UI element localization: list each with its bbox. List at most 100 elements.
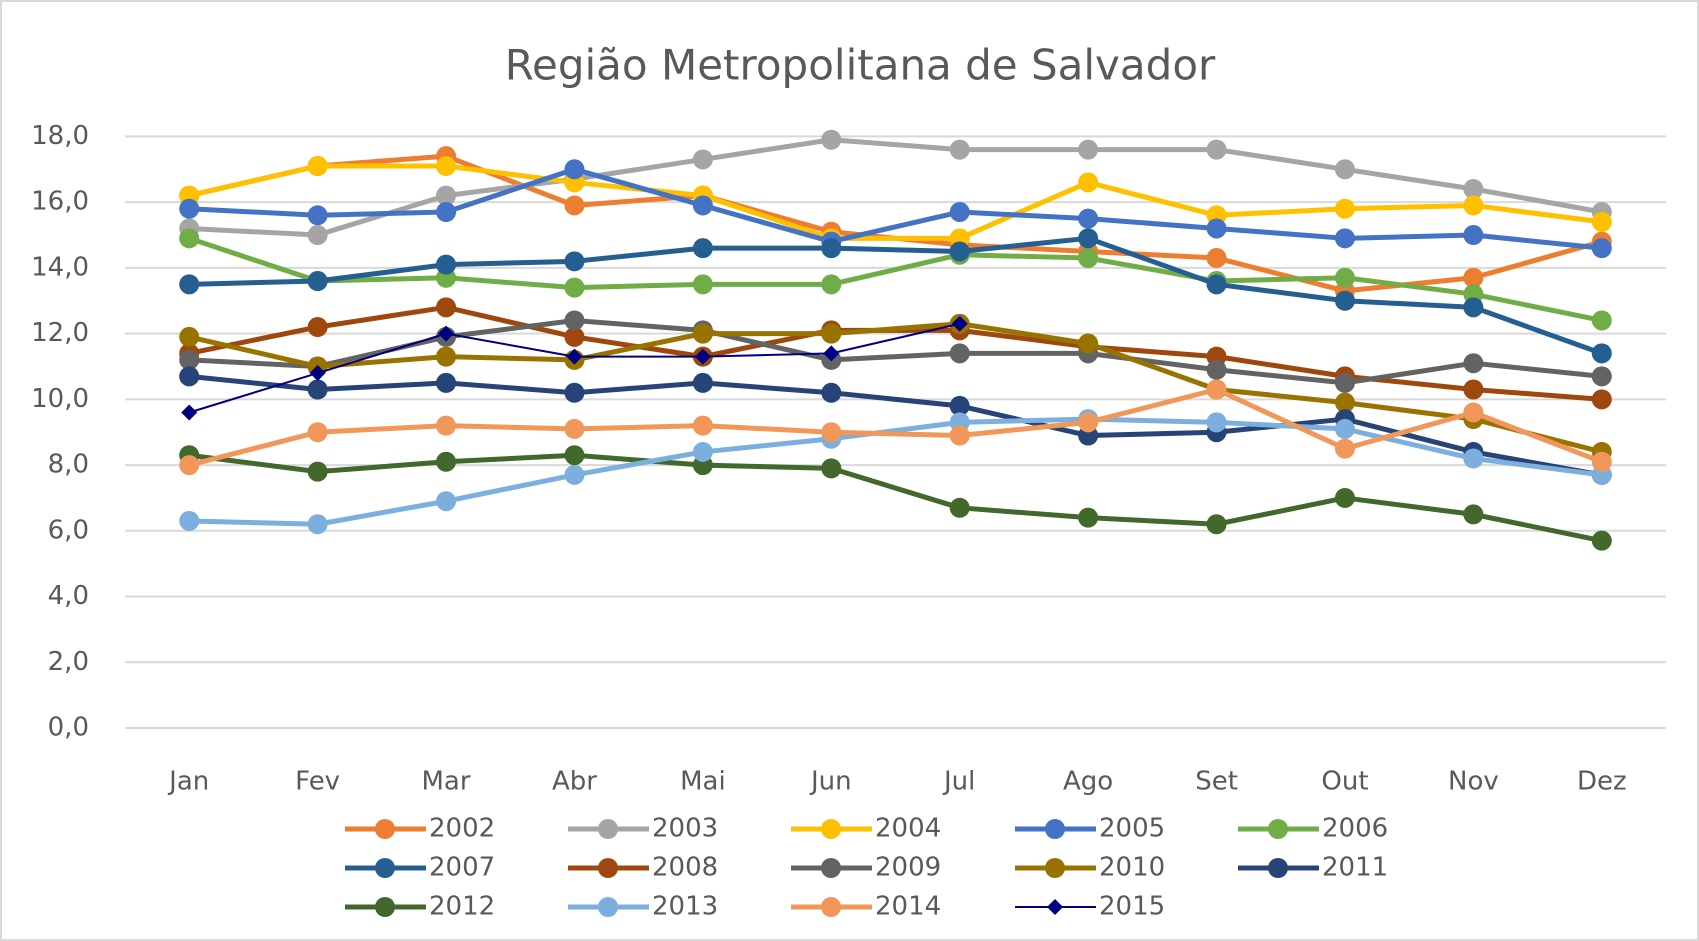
marker xyxy=(436,185,457,206)
y-tick-label: 6,0 xyxy=(48,515,89,545)
marker xyxy=(1078,248,1099,269)
marker xyxy=(694,348,711,365)
marker xyxy=(1078,139,1099,160)
marker xyxy=(566,348,583,365)
legend-label: 2014 xyxy=(875,892,941,922)
marker xyxy=(1334,392,1355,413)
marker xyxy=(436,372,457,393)
marker xyxy=(436,415,457,436)
line xyxy=(188,373,1603,478)
legend-label: 2012 xyxy=(429,892,495,922)
legend-item: 2010 xyxy=(1015,853,1165,883)
marker xyxy=(692,238,713,259)
marker xyxy=(821,323,842,344)
marker xyxy=(179,274,200,295)
legend-marker xyxy=(375,858,395,878)
marker xyxy=(1463,353,1484,374)
legend-item: 2015 xyxy=(1015,892,1165,922)
marker xyxy=(564,418,585,439)
marker xyxy=(307,225,328,246)
marker xyxy=(1591,451,1612,472)
legend-label: 2002 xyxy=(429,814,495,844)
line xyxy=(188,235,1603,323)
marker xyxy=(823,345,840,362)
line xyxy=(188,386,1603,468)
marker xyxy=(1078,172,1099,193)
legend-item: 2013 xyxy=(568,892,718,922)
marker xyxy=(1591,530,1612,551)
line xyxy=(188,452,1603,544)
marker xyxy=(821,274,842,295)
marker xyxy=(436,254,457,275)
marker xyxy=(436,202,457,223)
marker xyxy=(692,195,713,216)
marker xyxy=(1078,208,1099,229)
marker xyxy=(564,195,585,216)
line xyxy=(189,317,1603,386)
marker xyxy=(1334,267,1355,288)
marker xyxy=(1463,195,1484,216)
line xyxy=(189,416,1603,527)
legend-marker xyxy=(821,819,841,839)
marker xyxy=(564,310,585,331)
marker xyxy=(1078,333,1099,354)
x-tick-label: Fev xyxy=(295,767,340,797)
legend-label: 2006 xyxy=(1322,814,1388,844)
marker xyxy=(1463,448,1484,469)
marker xyxy=(564,326,585,347)
marker xyxy=(1463,179,1484,200)
marker xyxy=(436,491,457,512)
y-tick-label: 2,0 xyxy=(48,647,89,677)
x-tick-label: Out xyxy=(1321,767,1368,797)
line xyxy=(189,166,1603,251)
marker xyxy=(438,325,455,342)
legend-item: 2014 xyxy=(791,892,941,922)
series xyxy=(179,409,1612,535)
x-tick-label: Mai xyxy=(680,767,726,797)
marker xyxy=(1334,198,1355,219)
marker xyxy=(1463,379,1484,400)
marker xyxy=(564,464,585,485)
line xyxy=(189,137,1603,238)
legend-label: 2015 xyxy=(1099,892,1165,922)
marker xyxy=(179,198,200,219)
x-tick-label: Nov xyxy=(1448,767,1499,797)
legend-marker xyxy=(1045,819,1065,839)
legend-marker xyxy=(1047,899,1063,915)
legend-item: 2008 xyxy=(568,853,718,883)
marker xyxy=(1206,248,1227,269)
marker xyxy=(1078,412,1099,433)
y-tick-label: 16,0 xyxy=(31,187,89,217)
marker xyxy=(1206,379,1227,400)
marker xyxy=(436,156,457,177)
marker xyxy=(307,379,328,400)
series xyxy=(181,315,968,421)
y-tick-label: 8,0 xyxy=(48,450,89,480)
marker xyxy=(1591,211,1612,232)
marker xyxy=(307,461,328,482)
legend-label: 2009 xyxy=(875,853,941,883)
marker xyxy=(1334,228,1355,249)
legend-label: 2013 xyxy=(652,892,718,922)
legend-marker xyxy=(1045,858,1065,878)
legend-marker xyxy=(598,819,618,839)
legend-label: 2005 xyxy=(1099,814,1165,844)
marker xyxy=(179,228,200,249)
legend-item: 2005 xyxy=(1015,814,1165,844)
marker xyxy=(181,404,198,421)
marker xyxy=(564,382,585,403)
legend-marker xyxy=(1268,858,1288,878)
marker xyxy=(564,159,585,180)
line xyxy=(188,163,1603,241)
marker xyxy=(1334,372,1355,393)
marker xyxy=(307,422,328,443)
marker xyxy=(1463,504,1484,525)
marker xyxy=(1591,238,1612,259)
y-tick-label: 14,0 xyxy=(31,252,89,282)
marker xyxy=(307,317,328,338)
marker xyxy=(692,323,713,344)
marker xyxy=(1206,514,1227,535)
legend-label: 2008 xyxy=(652,853,718,883)
legend-label: 2010 xyxy=(1099,853,1165,883)
